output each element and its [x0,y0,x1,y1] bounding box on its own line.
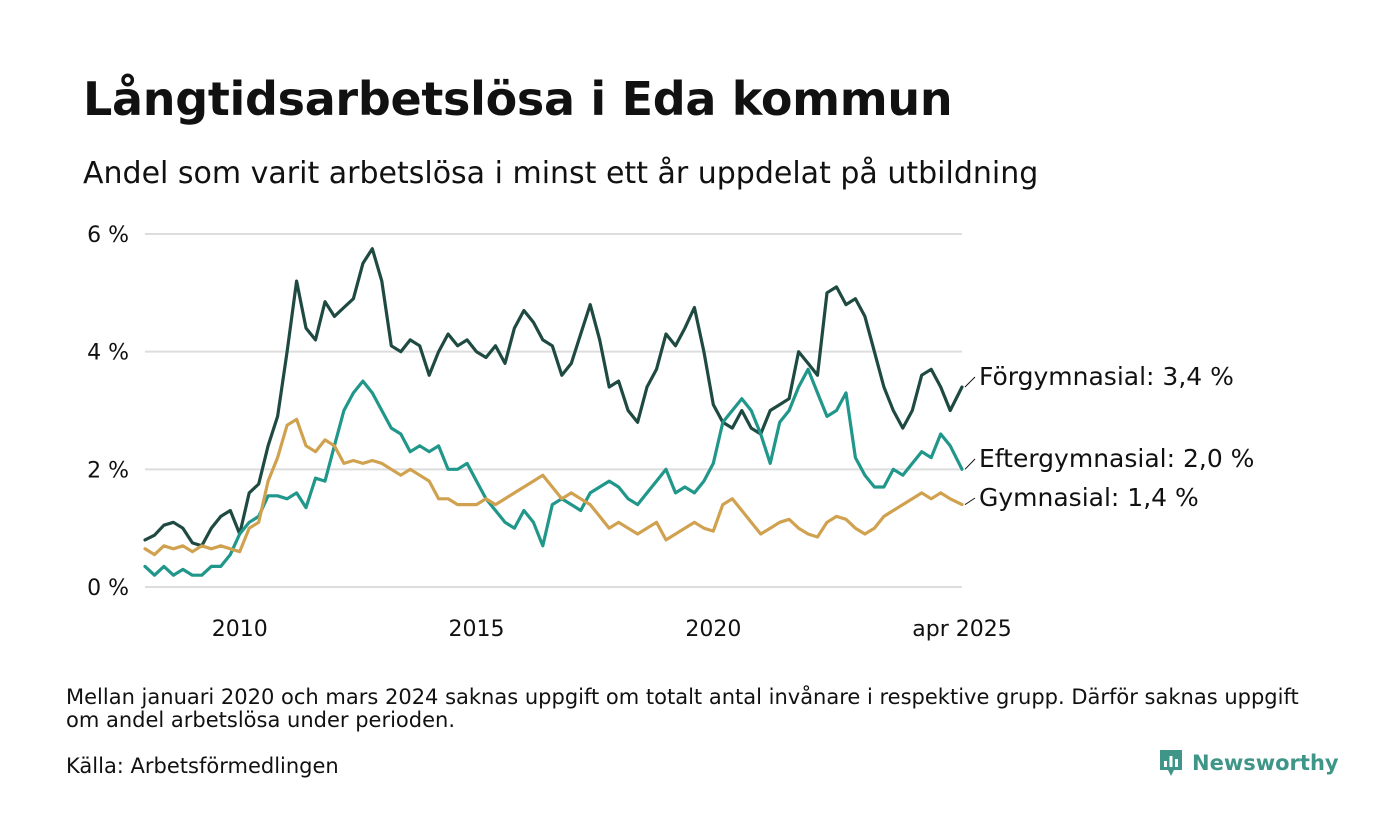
brand-name: Newsworthy [1192,751,1339,775]
y-tick-label: 2 % [87,458,129,483]
label-leader-line [964,376,976,388]
x-tick-label: apr 2025 [912,617,1011,642]
series-line-förgymnasial [143,247,964,548]
series-label-eftergymnasial: Eftergymnasial: 2,0 % [979,444,1254,473]
chart-subtitle: Andel som varit arbetslösa i minst ett å… [83,156,1039,191]
x-tick-label: 2015 [449,617,505,642]
series-line-gymnasial [143,417,964,557]
chart-title: Långtidsarbetslösa i Eda kommun [83,72,953,126]
x-axis-ticks: 2010 2015 2020 apr 2025 [212,617,1012,642]
x-tick-label: 2020 [685,617,741,642]
series-labels: Förgymnasial: 3,4 % Eftergymnasial: 2,0 %… [964,362,1254,512]
label-leader-line [964,497,976,506]
newsworthy-logo-icon [1160,750,1182,776]
series-line-eftergymnasial [143,367,964,577]
grid-lines [145,233,962,588]
y-axis-ticks: 0 % 2 % 4 % 6 % [87,223,129,601]
label-leader-line [964,458,976,470]
series-label-gymnasial: Gymnasial: 1,4 % [979,483,1199,512]
series-lines [143,247,964,577]
y-tick-label: 4 % [87,341,129,366]
newsworthy-brand: Newsworthy [1158,748,1339,778]
y-tick-label: 0 % [87,576,129,601]
y-tick-label: 6 % [87,223,129,248]
footnote: Mellan januari 2020 och mars 2024 saknas… [66,685,1299,732]
series-label-förgymnasial: Förgymnasial: 3,4 % [979,362,1234,391]
source-text: Källa: Arbetsförmedlingen [66,754,339,778]
x-tick-label: 2010 [212,617,268,642]
